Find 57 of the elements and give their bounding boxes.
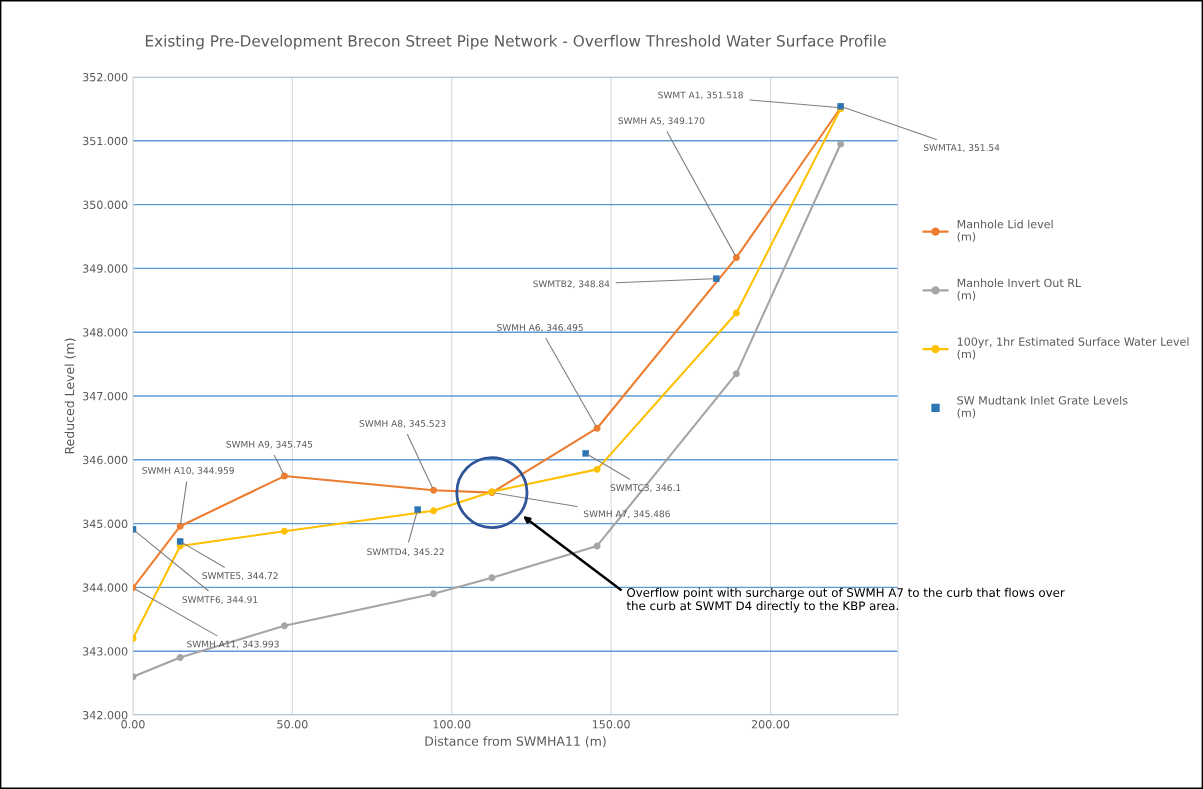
x-tick-label: 150.00	[592, 720, 630, 729]
annotation: SWMT A1, 351.518	[658, 91, 743, 100]
annotation: SWMH A8, 345.523	[359, 420, 446, 428]
point	[176, 522, 184, 530]
point	[837, 140, 845, 148]
x-axis-title: Distance from SWMHA11 (m)	[425, 736, 606, 748]
point	[732, 370, 740, 378]
annotation: SWMTA1, 351.54	[923, 144, 1000, 152]
x-tick-label: 50.00	[277, 720, 308, 729]
annotation: SWMH A6, 346.495	[497, 324, 583, 332]
point	[593, 424, 601, 432]
x-tick-label: 0.00	[121, 720, 145, 729]
annotation: SWMTD4, 345.22	[367, 548, 444, 557]
y-tick-label: 349.000	[83, 264, 128, 273]
y-tick-label: 342.000	[83, 710, 128, 720]
legend-label: Manhole Invert Out RL (m)	[957, 278, 1082, 301]
point	[732, 309, 740, 317]
point	[430, 507, 438, 515]
annotation: SWMTC3, 346.1	[610, 484, 681, 492]
x-tick-label: 100.00	[433, 720, 471, 729]
annotation: SWMH A5, 349.170	[618, 117, 705, 126]
point	[280, 472, 288, 480]
point	[732, 254, 740, 262]
y-tick-label: 347.000	[83, 391, 128, 401]
x-tick-label: 200.00	[751, 720, 790, 729]
annotation: SWMTE5, 344.72	[202, 572, 278, 580]
point	[488, 574, 496, 582]
y-tick-label: 352.000	[83, 72, 128, 82]
point	[430, 486, 438, 494]
point	[414, 506, 421, 513]
legend-label: 100yr, 1hr Estimated Surface Water Level (m)	[957, 337, 1189, 360]
annotation: SWMH A11, 343.993	[187, 640, 279, 649]
legend-label: SW Mudtank Inlet Grate Levels (m)	[957, 395, 1128, 419]
point	[430, 590, 438, 598]
annotation: SWMH A7, 345.486	[583, 510, 670, 519]
y-tick-label: 348.000	[83, 328, 128, 337]
point	[582, 450, 589, 457]
y-tick-label: 344.000	[83, 583, 128, 592]
annotation: SWMH A9, 345.745	[226, 440, 313, 449]
annotation: SWMH A10, 344.959	[142, 467, 234, 475]
point	[176, 654, 184, 662]
legend-label: Manhole Lid level (m)	[957, 219, 1053, 243]
y-tick-label: 351.000	[83, 136, 128, 146]
y-tick-label: 346.000	[83, 455, 128, 465]
point	[176, 538, 184, 545]
point	[593, 465, 601, 473]
point	[713, 275, 720, 282]
y-axis-title: Reduced Level (m)	[64, 338, 76, 454]
annotation: Overflow point with surcharge out of SWMH A7 to the curb that flows over the curb at SWMT D4 directly to the KBP area.	[626, 587, 1065, 613]
chart-title: Existing Pre-Development Brecon Street Pipe Network - Overflow Threshold Water Surface Profile	[145, 34, 886, 50]
y-tick-label: 350.000	[83, 200, 128, 209]
point	[280, 527, 288, 535]
y-tick-label: 345.000	[83, 519, 128, 528]
y-tick-label: 343.000	[83, 647, 128, 656]
point	[280, 622, 288, 630]
annotation: SWMTF6, 344.91	[182, 596, 258, 604]
annotation: SWMTB2, 348.84	[533, 280, 610, 289]
